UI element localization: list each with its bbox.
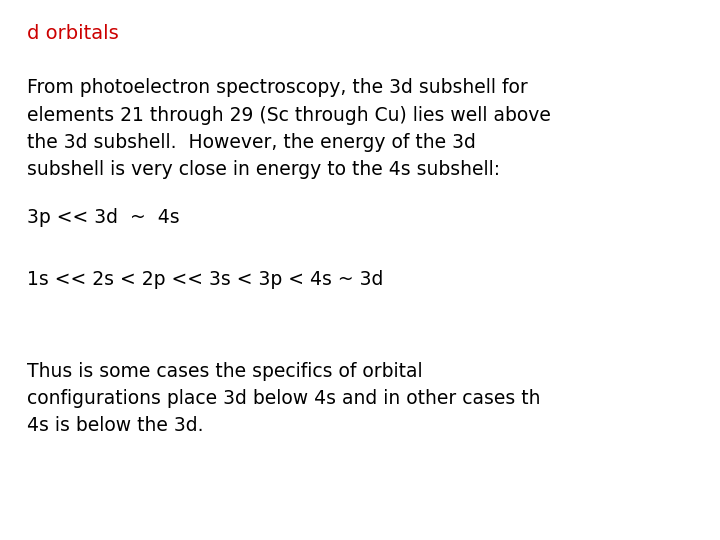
Text: From photoelectron spectroscopy, the 3d subshell for
elements 21 through 29 (Sc : From photoelectron spectroscopy, the 3d … [27,78,552,179]
Text: 3p << 3d  ~  4s: 3p << 3d ~ 4s [27,208,180,227]
Text: Thus is some cases the specifics of orbital
configurations place 3d below 4s and: Thus is some cases the specifics of orbi… [27,362,541,435]
Text: d orbitals: d orbitals [27,24,119,43]
Text: 1s << 2s < 2p << 3s < 3p < 4s ~ 3d: 1s << 2s < 2p << 3s < 3p < 4s ~ 3d [27,270,384,289]
